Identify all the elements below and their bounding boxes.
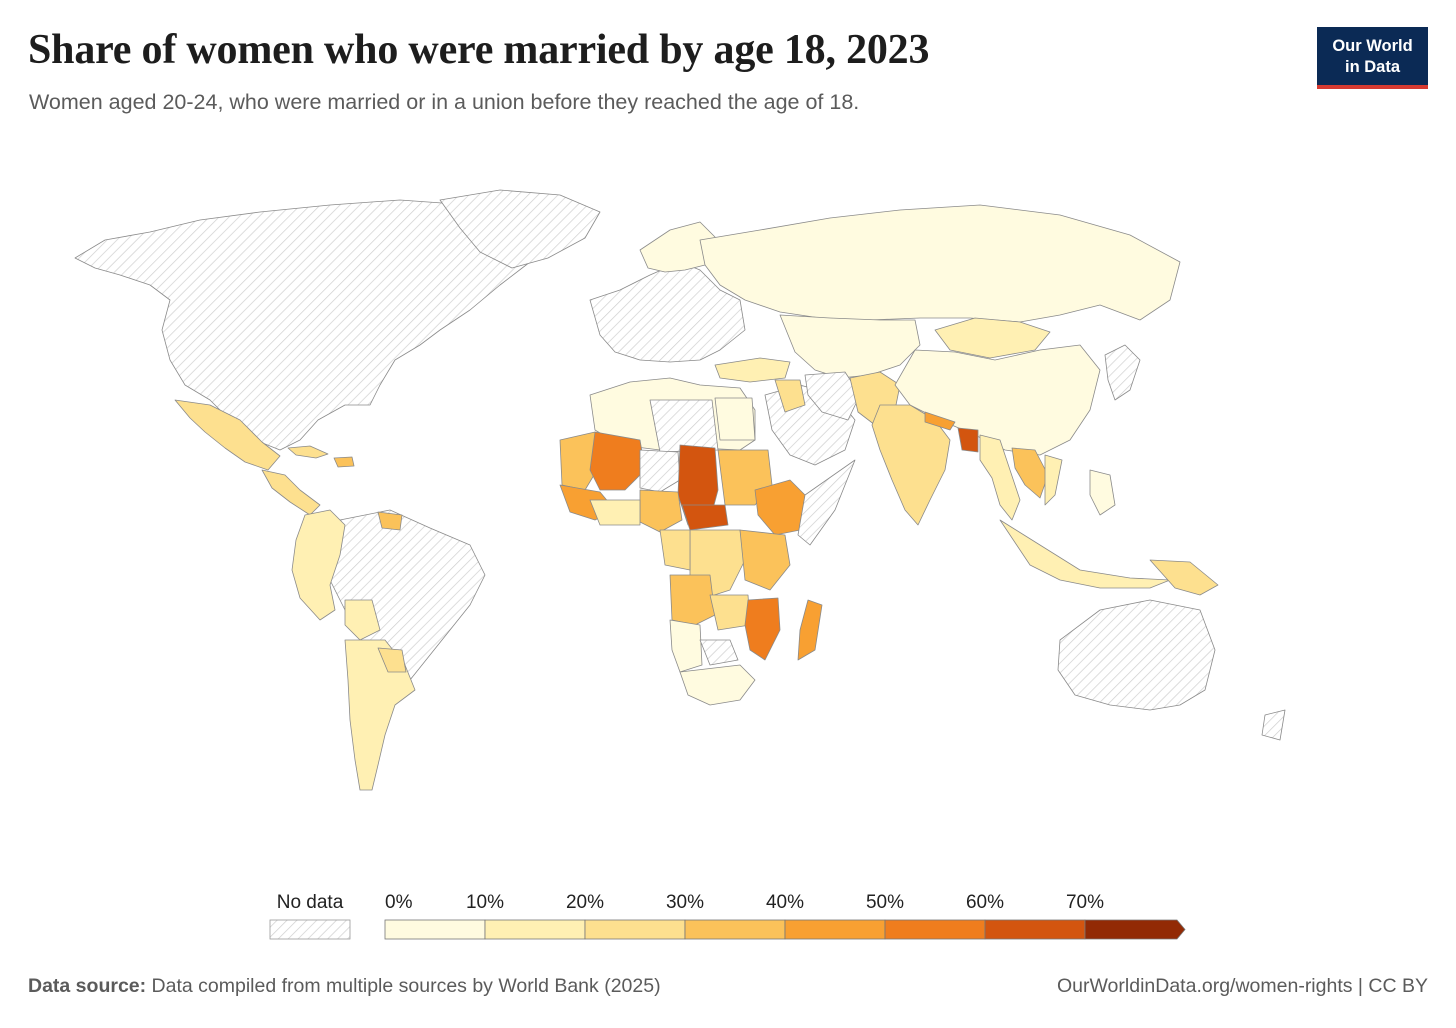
region-bolivia[interactable] [344,599,381,641]
region-iran[interactable] [804,371,861,421]
region-cuba[interactable] [287,445,329,459]
region-nepal[interactable] [924,411,956,431]
region-indonesia[interactable] [999,519,1171,589]
region-china[interactable] [894,344,1101,456]
region-north-america[interactable] [74,199,546,451]
region-mexico[interactable] [174,399,281,471]
region-madagascar[interactable] [797,599,823,661]
region-new-zealand[interactable] [1261,709,1286,741]
region-namibia[interactable] [669,619,703,673]
region-nigeria[interactable] [639,489,683,533]
region-philippines[interactable] [1089,469,1116,516]
legend-tick-label: 30% [666,892,704,913]
region-angola[interactable] [669,574,716,626]
region-korea-japan[interactable] [1104,344,1141,401]
legend-tick-label: 20% [566,892,604,913]
legend-tick-label: 50% [866,892,904,913]
owid-logo[interactable]: Our World in Data [1317,27,1428,89]
region-central-asia[interactable] [779,314,921,379]
legend-tick-label: 10% [466,892,504,913]
region-central-america[interactable] [261,469,321,516]
region-hispaniola[interactable] [333,456,355,468]
legend-no-data-label: No data [277,892,344,913]
legend-bin-6[interactable] [984,919,1086,940]
region-mali[interactable] [589,431,646,491]
legend-bin-7[interactable] [1084,919,1186,940]
legend-tick-label: 40% [766,892,804,913]
legend-bin-4[interactable] [784,919,886,940]
region-guinea-coast[interactable] [589,499,641,526]
region-laos[interactable] [1011,447,1049,499]
region-egypt[interactable] [714,397,756,441]
region-paraguay[interactable] [377,647,407,673]
chart-subtitle: Women aged 20-24, who were married or in… [29,90,860,114]
region-bangladesh[interactable] [957,427,979,453]
footer-source-label: Data source: [28,975,147,997]
region-greenland[interactable] [439,189,601,269]
legend-tick-label: 0% [385,892,413,913]
region-east-africa[interactable] [739,529,791,591]
region-mongolia[interactable] [934,317,1051,359]
legend-bin-1[interactable] [484,919,586,940]
region-niger[interactable] [639,449,681,493]
region-car[interactable] [681,504,729,531]
region-mozambique[interactable] [744,597,781,661]
region-southern-africa[interactable] [699,639,739,666]
region-libya[interactable] [649,399,719,453]
region-mauritania[interactable] [559,431,601,491]
region-turkey[interactable] [714,357,791,383]
region-congo-gabon[interactable] [659,529,691,571]
legend-bin-5[interactable] [884,919,986,940]
legend-bin-2[interactable] [584,919,686,940]
region-somalia[interactable] [797,459,856,546]
footer-source: Data source: Data compiled from multiple… [28,975,661,998]
legend-tick-label: 60% [966,892,1004,913]
legend-bin-3[interactable] [684,919,786,940]
region-russia[interactable] [699,204,1181,323]
region-papua[interactable] [1149,559,1219,596]
logo-line-1: Our World [1332,37,1413,55]
region-iraq[interactable] [774,379,806,413]
region-zambia[interactable] [709,594,751,631]
chart-title: Share of women who were married by age 1… [28,27,930,73]
legend-no-data-swatch [269,919,351,940]
region-vietnam[interactable] [1044,454,1063,506]
region-guiana[interactable] [377,511,403,531]
legend-bin-0[interactable] [384,919,486,940]
legend-color-scale: 0% 10% 20% 30% 40% 50% 60% 70% [384,892,1186,940]
region-south-africa[interactable] [679,664,756,706]
footer-url[interactable]: OurWorldinData.org/women-rights | CC BY [1057,975,1428,997]
logo-line-2: in Data [1344,58,1400,76]
legend-tick-label: 70% [1066,892,1104,913]
footer-source-text: Data compiled from multiple sources by W… [151,975,661,997]
legend: No data 0% 10% 20% 30% 40% 50% 60% 70% [269,892,1186,940]
world-map [74,189,1286,791]
region-colombia-peru[interactable] [291,509,346,621]
region-myanmar-thailand[interactable] [979,434,1021,521]
region-australia[interactable] [1057,599,1216,711]
